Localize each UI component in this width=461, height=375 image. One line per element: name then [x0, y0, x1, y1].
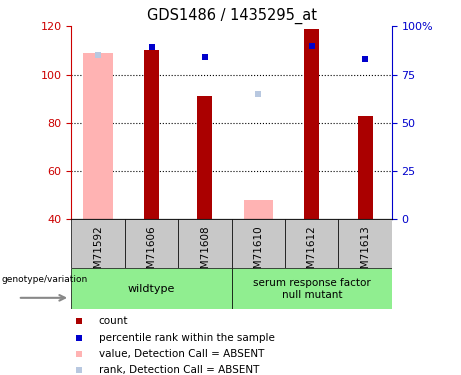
Bar — [197, 96, 213, 219]
Bar — [231, 219, 285, 268]
Bar — [338, 219, 392, 268]
Text: GSM71608: GSM71608 — [200, 225, 210, 282]
Bar — [144, 50, 159, 219]
Text: GSM71592: GSM71592 — [93, 225, 103, 282]
Bar — [71, 268, 231, 309]
Text: serum response factor
null mutant: serum response factor null mutant — [253, 278, 371, 300]
Bar — [304, 28, 319, 219]
Text: genotype/variation: genotype/variation — [1, 275, 88, 284]
Bar — [125, 219, 178, 268]
Text: GSM71613: GSM71613 — [360, 225, 370, 282]
Text: GSM71606: GSM71606 — [147, 225, 157, 282]
Text: GSM71610: GSM71610 — [254, 225, 263, 282]
Bar — [244, 200, 273, 219]
Bar — [83, 53, 113, 219]
Bar — [231, 268, 392, 309]
Text: percentile rank within the sample: percentile rank within the sample — [99, 333, 275, 343]
Text: wildtype: wildtype — [128, 284, 175, 294]
Text: count: count — [99, 316, 128, 326]
Bar — [178, 219, 231, 268]
Text: GSM71612: GSM71612 — [307, 225, 317, 282]
Bar — [285, 219, 338, 268]
Text: value, Detection Call = ABSENT: value, Detection Call = ABSENT — [99, 349, 264, 359]
Title: GDS1486 / 1435295_at: GDS1486 / 1435295_at — [147, 7, 317, 24]
Text: rank, Detection Call = ABSENT: rank, Detection Call = ABSENT — [99, 365, 259, 375]
Bar — [71, 219, 125, 268]
Bar — [358, 116, 372, 219]
